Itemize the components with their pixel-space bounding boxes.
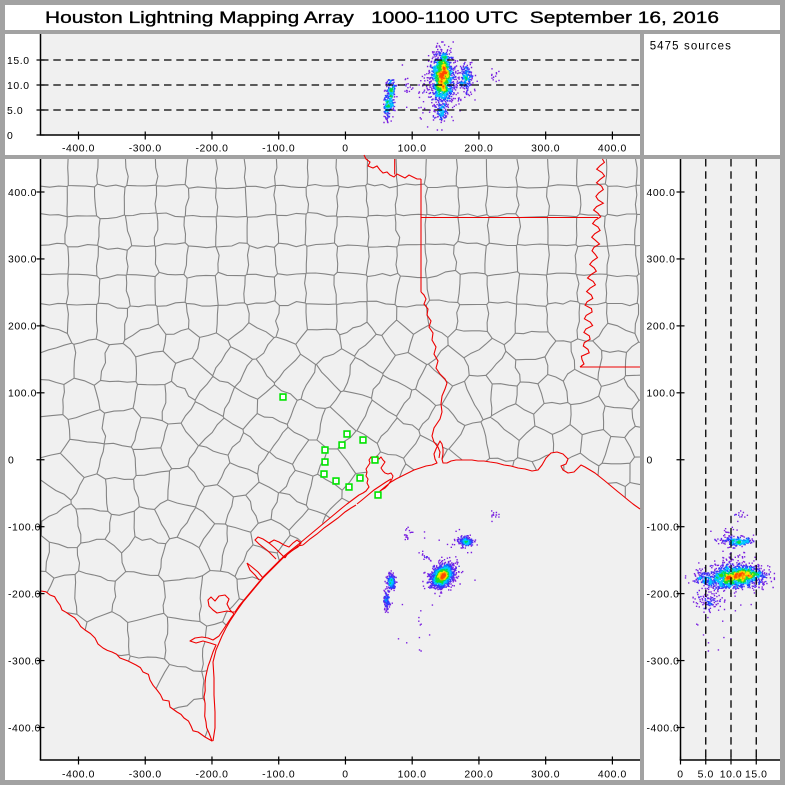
svg-text:200.0: 200.0	[647, 322, 676, 333]
svg-text:5.0: 5.0	[698, 770, 714, 781]
svg-text:5.0: 5.0	[7, 106, 23, 117]
svg-text:100.0: 100.0	[398, 144, 427, 155]
svg-text:-400.0: -400.0	[62, 770, 95, 781]
svg-text:-400.0: -400.0	[62, 144, 95, 155]
svg-text:-100.0: -100.0	[8, 522, 41, 533]
svg-text:15.0: 15.0	[7, 56, 30, 67]
svg-text:0: 0	[342, 770, 348, 781]
svg-text:300.0: 300.0	[531, 144, 560, 155]
svg-text:300.0: 300.0	[531, 770, 560, 781]
svg-text:-400.0: -400.0	[8, 723, 41, 734]
svg-text:-300.0: -300.0	[129, 144, 162, 155]
svg-text:-100.0: -100.0	[262, 144, 295, 155]
svg-text:10.0: 10.0	[720, 770, 743, 781]
svg-text:-200.0: -200.0	[8, 589, 41, 600]
svg-text:-100.0: -100.0	[647, 522, 680, 533]
svg-text:-200.0: -200.0	[647, 589, 680, 600]
svg-text:-300.0: -300.0	[647, 656, 680, 667]
svg-text:-300.0: -300.0	[129, 770, 162, 781]
svg-text:5475 sources: 5475 sources	[650, 40, 732, 52]
svg-text:400.0: 400.0	[8, 188, 37, 199]
svg-text:-100.0: -100.0	[262, 770, 295, 781]
svg-text:0: 0	[342, 144, 348, 155]
svg-text:Houston Lightning Mapping Arra: Houston Lightning Mapping Array 1000-110…	[45, 8, 719, 27]
svg-text:0: 0	[677, 770, 683, 781]
svg-text:400.0: 400.0	[647, 188, 676, 199]
svg-text:300.0: 300.0	[647, 255, 676, 266]
svg-text:100.0: 100.0	[647, 389, 676, 400]
svg-text:200.0: 200.0	[8, 322, 37, 333]
svg-text:100.0: 100.0	[398, 770, 427, 781]
svg-text:100.0: 100.0	[8, 389, 37, 400]
svg-text:-300.0: -300.0	[8, 656, 41, 667]
svg-text:-400.0: -400.0	[647, 723, 680, 734]
svg-text:0: 0	[8, 456, 14, 467]
svg-text:200.0: 200.0	[464, 770, 493, 781]
svg-text:-200.0: -200.0	[195, 770, 228, 781]
svg-text:-200.0: -200.0	[195, 144, 228, 155]
svg-text:200.0: 200.0	[464, 144, 493, 155]
svg-text:400.0: 400.0	[598, 144, 627, 155]
svg-text:0: 0	[647, 456, 653, 467]
svg-text:15.0: 15.0	[745, 770, 768, 781]
svg-text:10.0: 10.0	[7, 81, 30, 92]
svg-text:0: 0	[7, 131, 13, 142]
svg-text:300.0: 300.0	[8, 255, 37, 266]
svg-text:400.0: 400.0	[598, 770, 627, 781]
